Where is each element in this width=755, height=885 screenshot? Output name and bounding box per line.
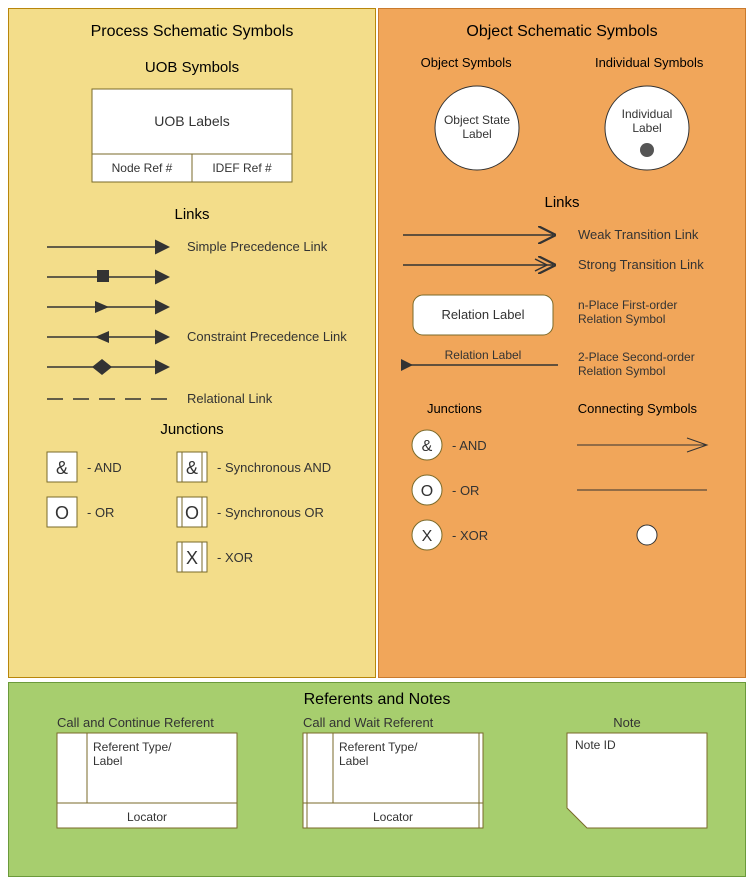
- node-ref: Node Ref #: [112, 161, 173, 175]
- svg-text:Simple Precedence Link: Simple Precedence Link: [187, 239, 328, 254]
- connecting-heading: Connecting Symbols: [578, 401, 697, 416]
- svg-text:2-Place Second-order: 2-Place Second-order: [578, 350, 695, 364]
- svg-text:&: &: [186, 458, 198, 478]
- svg-text:Locator: Locator: [373, 810, 413, 824]
- svg-text:- AND: - AND: [87, 460, 122, 475]
- idef-ref: IDEF Ref #: [212, 161, 272, 175]
- svg-text:Label: Label: [632, 121, 661, 135]
- uob-symbol: UOB Labels Node Ref # IDEF Ref #: [82, 84, 302, 194]
- svg-text:X: X: [422, 528, 433, 545]
- process-title: Process Schematic Symbols: [9, 23, 375, 41]
- obj-symbols-heading: Object Symbols: [421, 55, 512, 70]
- svg-text:Relation Label: Relation Label: [445, 348, 522, 362]
- links-heading-process: Links: [9, 206, 375, 223]
- svg-text:Note: Note: [613, 715, 640, 730]
- svg-text:- XOR: - XOR: [452, 528, 488, 543]
- junctions-heading-object: Junctions: [427, 401, 482, 416]
- svg-text:Note ID: Note ID: [575, 738, 616, 752]
- svg-text:O: O: [55, 503, 69, 523]
- svg-text:Referent Type/: Referent Type/: [339, 740, 418, 754]
- svg-text:&: &: [422, 438, 433, 455]
- object-circles: Object State Label Individual Label: [387, 76, 737, 186]
- svg-text:O: O: [185, 503, 199, 523]
- svg-text:Label: Label: [462, 127, 491, 141]
- svg-text:Label: Label: [339, 754, 368, 768]
- svg-text:- Synchronous OR: - Synchronous OR: [217, 505, 324, 520]
- process-links: Simple Precedence Link Constraint Preced…: [17, 227, 367, 417]
- svg-text:n-Place First-order: n-Place First-order: [578, 298, 677, 312]
- uob-label: UOB Labels: [154, 113, 229, 129]
- svg-text:Relation Label: Relation Label: [441, 307, 524, 322]
- svg-text:Call and Wait Referent: Call and Wait Referent: [303, 715, 434, 730]
- svg-text:Call and Continue Referent: Call and Continue Referent: [57, 715, 214, 730]
- process-panel: Process Schematic Symbols UOB Symbols UO…: [8, 8, 376, 678]
- uob-heading: UOB Symbols: [9, 59, 375, 76]
- svg-text:X: X: [186, 548, 198, 568]
- junctions-heading-process: Junctions: [9, 421, 375, 438]
- svg-text:Object State: Object State: [444, 113, 510, 127]
- refnotes-panel: Referents and Notes Call and Continue Re…: [8, 682, 746, 877]
- svg-text:Strong Transition Link: Strong Transition Link: [578, 257, 704, 272]
- svg-text:Locator: Locator: [127, 810, 167, 824]
- svg-text:&: &: [56, 458, 68, 478]
- svg-text:Individual: Individual: [622, 107, 673, 121]
- svg-text:Weak Transition Link: Weak Transition Link: [578, 227, 699, 242]
- svg-text:Relation Symbol: Relation Symbol: [578, 364, 665, 378]
- svg-text:- XOR: - XOR: [217, 550, 253, 565]
- object-title: Object Schematic Symbols: [379, 23, 745, 41]
- svg-text:- OR: - OR: [452, 483, 479, 498]
- object-junctions: & - AND O - OR X - XOR: [387, 420, 737, 570]
- links-heading-object: Links: [379, 194, 745, 211]
- svg-text:O: O: [421, 483, 433, 500]
- refnotes-title: Referents and Notes: [9, 691, 745, 709]
- process-junctions: & - AND O - OR & - Synchronous AND O - S…: [17, 442, 367, 592]
- svg-text:Referent Type/: Referent Type/: [93, 740, 172, 754]
- object-links: Weak Transition Link Strong Transition L…: [383, 215, 741, 395]
- svg-text:- AND: - AND: [452, 438, 487, 453]
- svg-text:Relational Link: Relational Link: [187, 391, 273, 406]
- ind-symbols-heading: Individual Symbols: [595, 55, 703, 70]
- svg-text:Relation Symbol: Relation Symbol: [578, 312, 665, 326]
- svg-text:Label: Label: [93, 754, 122, 768]
- svg-text:- OR: - OR: [87, 505, 114, 520]
- object-panel: Object Schematic Symbols Object Symbols …: [378, 8, 746, 678]
- svg-text:- Synchronous AND: - Synchronous AND: [217, 460, 331, 475]
- svg-text:Constraint Precedence Link: Constraint Precedence Link: [187, 329, 347, 344]
- refnotes-svg: Call and Continue Referent Referent Type…: [17, 711, 737, 866]
